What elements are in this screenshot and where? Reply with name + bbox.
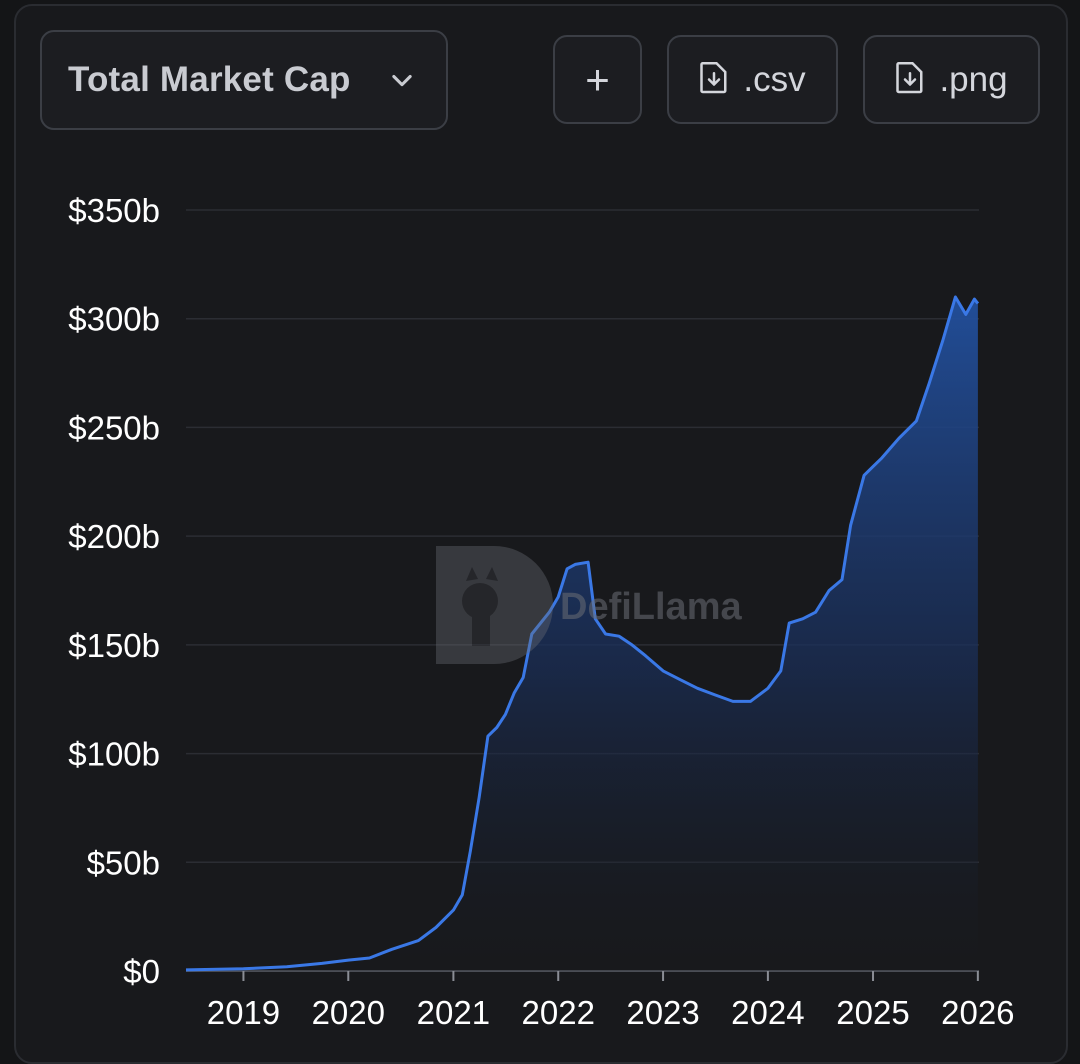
- plus-icon: +: [585, 55, 610, 103]
- add-button[interactable]: +: [553, 35, 642, 124]
- file-download-icon: [699, 59, 729, 100]
- y-tick-label: $350b: [68, 192, 160, 229]
- series-area-fill: [186, 297, 978, 971]
- x-tick-label: 2026: [941, 994, 1014, 1031]
- metric-selector-label: Total Market Cap: [68, 60, 351, 99]
- y-tick-label: $200b: [68, 518, 160, 555]
- chevron-down-icon: [388, 66, 416, 99]
- x-tick-label: 2025: [836, 994, 909, 1031]
- metric-selector-dropdown[interactable]: Total Market Cap: [40, 30, 448, 130]
- download-png-button[interactable]: .png: [863, 35, 1040, 124]
- y-tick-label: $250b: [68, 409, 160, 446]
- download-csv-button[interactable]: .csv: [667, 35, 838, 124]
- x-tick-label: 2021: [417, 994, 490, 1031]
- y-tick-label: $300b: [68, 301, 160, 338]
- y-tick-label: $0: [123, 953, 160, 990]
- csv-label: .csv: [743, 59, 806, 99]
- y-tick-label: $150b: [68, 627, 160, 664]
- y-tick-label: $100b: [68, 736, 160, 773]
- png-label: .png: [939, 59, 1008, 99]
- x-tick-label: 2023: [626, 994, 699, 1031]
- x-tick-label: 2019: [207, 994, 280, 1031]
- x-tick-label: 2024: [731, 994, 804, 1031]
- series-line: [185, 295, 980, 972]
- y-tick-label: $50b: [87, 844, 160, 881]
- file-download-icon: [895, 59, 925, 100]
- x-tick-label: 2022: [522, 994, 595, 1031]
- x-tick-label: 2020: [312, 994, 385, 1031]
